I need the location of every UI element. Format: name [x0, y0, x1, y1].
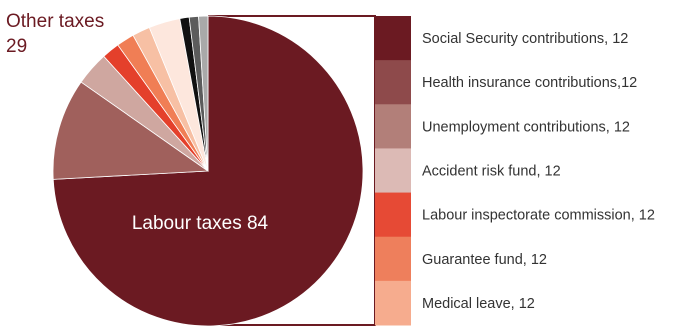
pie-slice-9: [198, 15, 209, 172]
legend: Social Security contributions, 12 Health …: [375, 16, 655, 326]
legend-swatch-6: [375, 280, 411, 326]
other-taxes-callout-line2: 29: [6, 36, 27, 57]
slice-label-labour-taxes: Labour taxes 84: [132, 213, 269, 234]
legend-swatch-0: [375, 16, 411, 61]
legend-swatch-4: [375, 192, 411, 238]
legend-label-4: Labour inspectorate commission, 12: [422, 208, 655, 224]
other-taxes-callout-line1: Other taxes: [6, 11, 104, 32]
legend-label-3: Accident risk fund, 12: [422, 164, 561, 180]
legend-label-6: Medical leave, 12: [422, 296, 535, 312]
pie-slices: [52, 15, 364, 326]
legend-label-2: Unemployment contributions, 12: [422, 119, 630, 135]
legend-label-0: Social Security contributions, 12: [422, 31, 628, 47]
legend-swatch-2: [375, 104, 411, 149]
legend-swatch-1: [375, 60, 411, 105]
legend-label-5: Guarantee fund, 12: [422, 252, 547, 268]
legend-swatch-5: [375, 236, 411, 282]
legend-swatch-3: [375, 148, 411, 194]
legend-label-1: Health insurance contributions,12: [422, 75, 637, 91]
pie-slice-1: [52, 81, 210, 180]
